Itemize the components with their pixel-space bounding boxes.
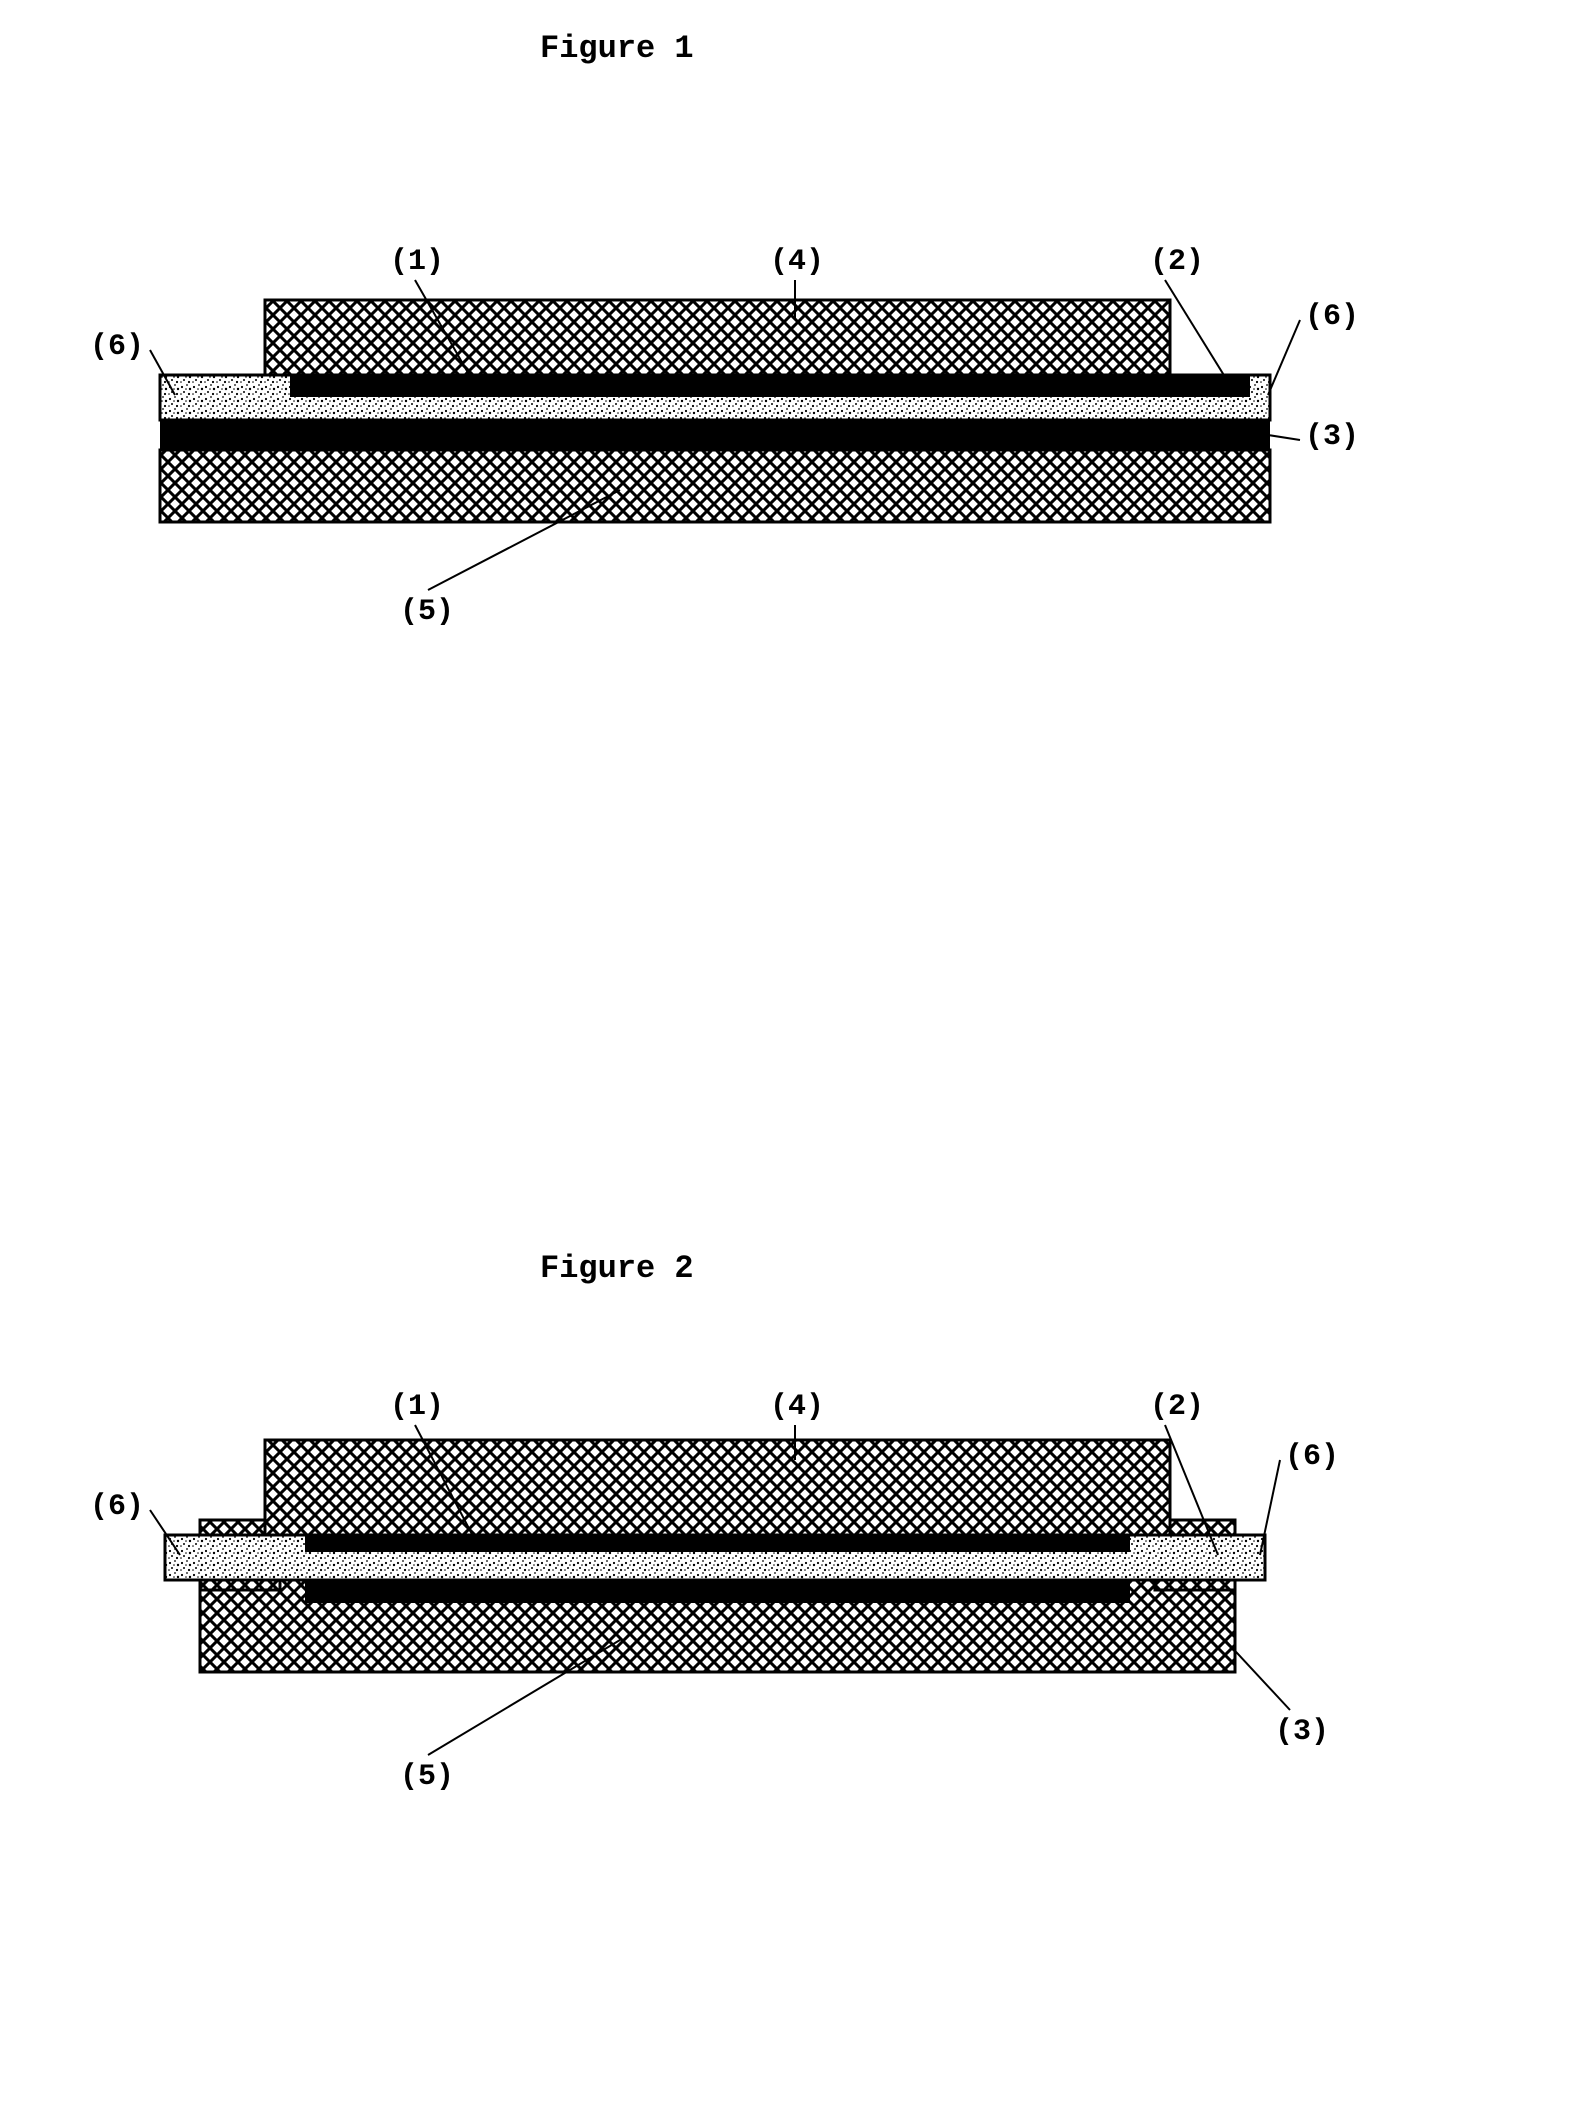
- page: Figure 1 (1) (4) (2) (6) (6) (3) (5): [0, 0, 1570, 2109]
- fig1-layer-3-black: [160, 420, 1270, 450]
- figure2-diagram: [0, 1200, 1570, 1900]
- fig1-layer-4-top-hatch: [265, 300, 1170, 375]
- fig1-layer-1-black: [290, 375, 1250, 397]
- figure1-diagram: [0, 0, 1570, 700]
- fig1-layer-5-bottom-hatch: [160, 450, 1270, 522]
- fig2-layer-4-top-hatch: [265, 1440, 1170, 1535]
